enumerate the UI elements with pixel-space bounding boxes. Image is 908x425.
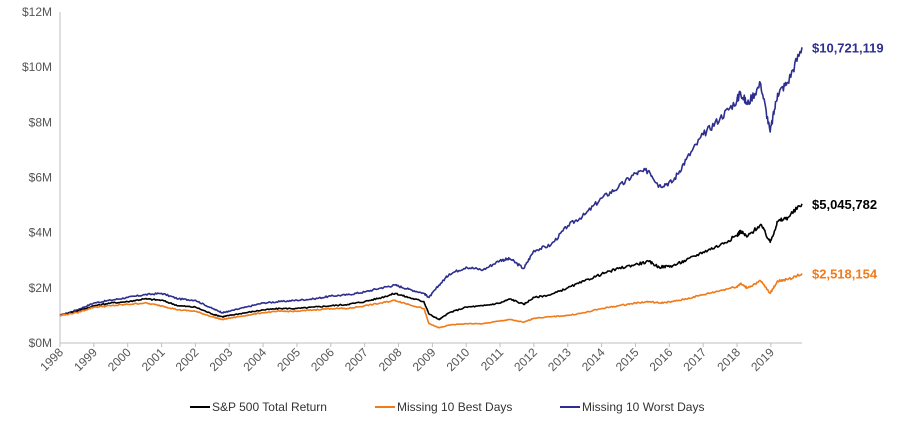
legend: S&P 500 Total Return Missing 10 Best Days…	[190, 400, 704, 414]
x-tick-label: 2017	[680, 345, 709, 374]
y-tick-label: $12M	[22, 5, 52, 19]
x-tick-label: 2000	[105, 345, 134, 374]
y-tick-label: $8M	[29, 115, 52, 129]
x-tick-label: 2014	[579, 345, 608, 374]
x-tick-label: 1999	[71, 345, 100, 374]
x-tick-label: 2002	[173, 345, 202, 374]
x-tick-label: 2009	[410, 345, 439, 374]
y-tick-label: $0M	[29, 336, 52, 350]
x-tick-label: 2008	[376, 345, 405, 374]
x-tick-label: 2011	[478, 345, 506, 373]
end-labels: $10,721,119 $5,045,782 $2,518,154	[812, 40, 884, 281]
x-tick-label: 2016	[647, 345, 676, 374]
y-tick-label: $2M	[29, 281, 52, 295]
y-tick-label: $4M	[29, 226, 52, 240]
x-tick-label: 2018	[714, 345, 743, 374]
end-value-label-missing-10-best-days: $2,518,154	[812, 267, 878, 282]
series-lines	[59, 47, 803, 329]
x-tick-label: 2006	[308, 345, 337, 374]
legend-label: S&P 500 Total Return	[212, 400, 327, 414]
x-tick-label: 2010	[444, 345, 473, 374]
end-value-label-s-p-500-total-return: $5,045,782	[812, 197, 877, 212]
series-line-missing-10-worst-days	[59, 47, 803, 317]
series-line-missing-10-best-days	[60, 273, 803, 329]
x-tick-label: 2013	[545, 345, 574, 374]
x-tick-label: 2003	[207, 345, 236, 374]
legend-label: Missing 10 Worst Days	[582, 400, 704, 414]
x-axis: 1998 1999 2000 2001 2002 2003 2004 2005 2006 2007…	[37, 342, 802, 374]
end-value-label-missing-10-worst-days: $10,721,119	[812, 40, 884, 55]
x-tick-label: 2001	[139, 345, 168, 374]
x-tick-label: 2012	[511, 345, 540, 374]
x-tick-label: 2019	[748, 345, 777, 374]
x-tick-label: 2007	[342, 345, 371, 374]
x-tick-label: 2004	[240, 345, 269, 374]
legend-label: Missing 10 Best Days	[397, 400, 512, 414]
series-line-s-p-500-total-return	[59, 203, 803, 321]
y-tick-label: $10M	[22, 60, 52, 74]
y-tick-label: $6M	[29, 171, 52, 185]
x-tick-label: 2015	[613, 345, 642, 374]
y-axis: $0M $2M $4M $6M $8M $10M $12M	[22, 5, 61, 350]
x-tick-label: 2005	[274, 345, 303, 374]
